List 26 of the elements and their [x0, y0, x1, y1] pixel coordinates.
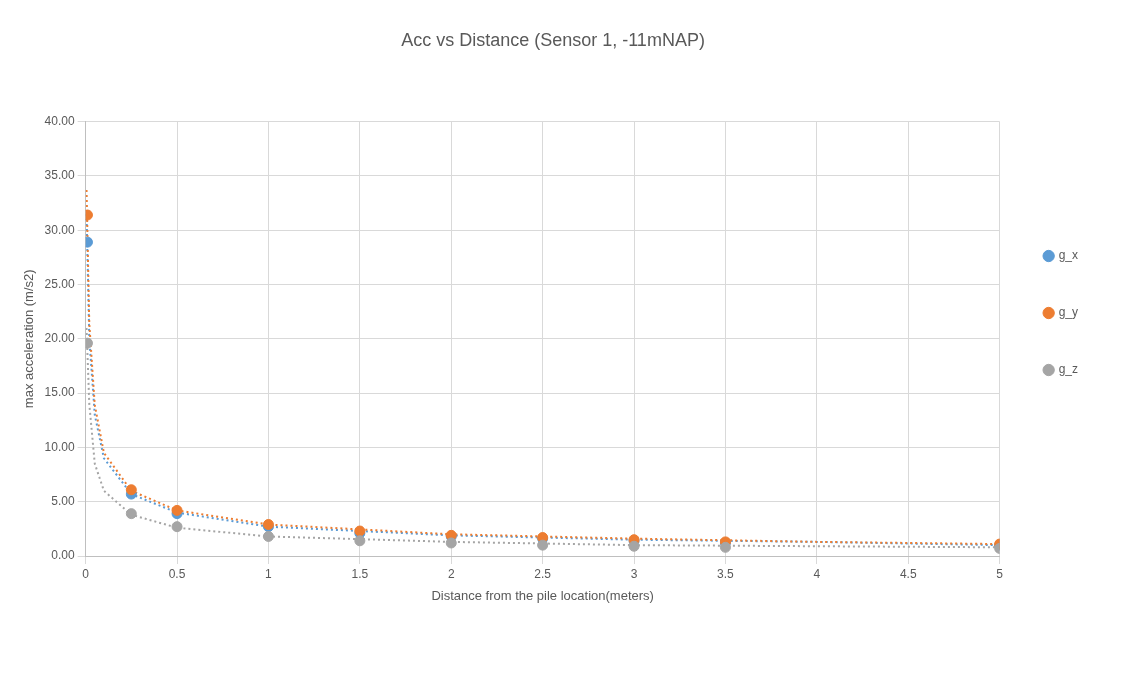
legend-label: g_x	[1058, 248, 1079, 263]
y-axis-title: max acceleration (m/s2)	[21, 269, 37, 409]
x-tick-label: 2	[447, 566, 455, 581]
chart-title: Acc vs Distance (Sensor 1, -11mNAP)	[401, 29, 705, 50]
x-axis-title: Distance from the pile location(meters)	[431, 587, 654, 603]
x-tick-label: 0	[82, 566, 90, 581]
y-tick-label: 40.00	[44, 113, 75, 128]
y-tick-label: 25.00	[44, 276, 75, 291]
x-tick-label: 0.5	[168, 566, 186, 581]
x-tick-label: 1	[265, 566, 273, 581]
y-tick-label: 10.00	[44, 439, 75, 454]
y-tick-label: 15.00	[44, 385, 75, 400]
legend-label: g_y	[1058, 305, 1079, 320]
y-tick-label: 0.00	[51, 548, 75, 563]
legend-label: g_z	[1058, 362, 1079, 377]
y-tick-label: 30.00	[44, 222, 75, 237]
x-tick-label: 3.5	[717, 566, 735, 581]
y-tick-label: 5.00	[51, 494, 75, 509]
x-tick-label: 1.5	[351, 566, 369, 581]
y-tick-label: 35.00	[44, 168, 75, 183]
x-tick-label: 5	[996, 566, 1004, 581]
y-tick-label: 20.00	[44, 331, 75, 346]
x-tick-label: 4.5	[899, 566, 917, 581]
x-tick-label: 3	[630, 566, 638, 581]
x-tick-label: 4	[813, 566, 821, 581]
x-tick-label: 2.5	[534, 566, 552, 581]
